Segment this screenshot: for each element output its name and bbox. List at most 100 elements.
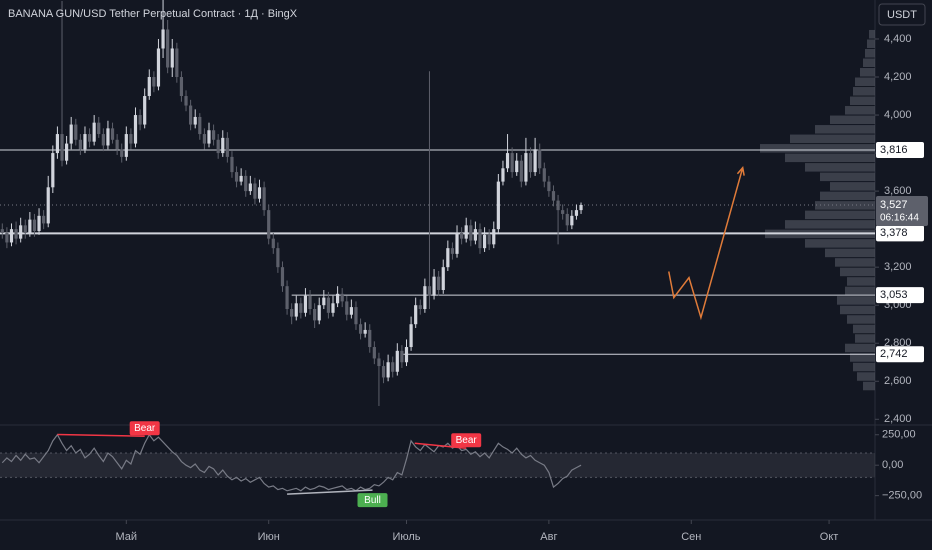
volume-profile-bar	[847, 277, 875, 286]
volume-profile-bar	[830, 115, 875, 125]
candle-body	[184, 96, 188, 106]
y2-tick-label: 250,00	[882, 429, 916, 441]
candle-body	[5, 232, 9, 243]
candle-body	[193, 116, 197, 125]
y-tick-label: 4,000	[884, 109, 912, 121]
candle-body	[404, 347, 409, 363]
divergence-label: Bear	[456, 435, 478, 446]
projection-line	[668, 167, 744, 321]
candle-body	[248, 183, 252, 192]
candle-body	[267, 210, 271, 239]
level-label-box	[876, 287, 924, 304]
candle-body	[455, 232, 459, 254]
volume-profile-bar	[785, 153, 875, 163]
candle-body	[189, 105, 193, 125]
main-pane	[0, 0, 875, 406]
volume-profile-bar	[805, 239, 875, 248]
candle-body	[253, 183, 257, 199]
volume-profile-bar	[845, 286, 875, 296]
level-label-box	[876, 142, 924, 159]
candle-body	[313, 309, 317, 321]
candle-body	[46, 187, 50, 224]
countdown: 06:16:44	[880, 213, 919, 224]
volume-profile-bar	[863, 58, 875, 68]
level-label-box	[876, 225, 924, 242]
candle-body	[524, 153, 528, 182]
candle-body	[87, 134, 92, 142]
candle-body	[124, 134, 128, 157]
y-tick-label: 3,200	[884, 261, 912, 273]
level-label: 3,053	[880, 289, 908, 301]
volume-profile-bar	[825, 248, 875, 258]
divergence-label-box	[129, 421, 160, 436]
candle-body	[570, 215, 574, 226]
candle-body	[74, 124, 78, 140]
candle-body	[234, 172, 239, 182]
currency-box[interactable]	[878, 3, 926, 26]
volume-profile-bar	[845, 106, 875, 115]
candle-body	[418, 305, 422, 310]
candle-body	[450, 248, 455, 254]
candle-body	[326, 297, 331, 313]
x-tick-label: Июн	[258, 531, 280, 543]
candle-body	[510, 153, 514, 173]
oscillator-pane	[0, 433, 875, 492]
oscillator-band	[0, 453, 875, 478]
candle-body	[120, 149, 124, 157]
candle-body	[441, 267, 445, 290]
candle-body	[547, 181, 551, 192]
candle-body	[129, 134, 133, 144]
volume-profile-bar	[855, 334, 875, 343]
candle-body	[225, 137, 229, 157]
candle-body	[317, 305, 321, 321]
candle-body	[363, 329, 367, 334]
candle-body	[147, 77, 151, 97]
candle-body	[487, 234, 491, 245]
divergence-line	[287, 489, 373, 495]
candle-body	[358, 324, 363, 334]
divergence-line	[414, 442, 467, 450]
volume-profile-bar	[790, 134, 875, 144]
candle-body	[211, 130, 216, 140]
candle-body	[207, 130, 211, 144]
x-tick-label: Авг	[540, 531, 557, 543]
candle-body	[340, 293, 344, 302]
x-tick-label: Июль	[392, 531, 420, 543]
candle-body	[432, 276, 436, 296]
x-tick-label: Сен	[681, 531, 701, 543]
candle-body	[574, 210, 579, 216]
candle-body	[469, 225, 473, 241]
candle-body	[303, 295, 308, 313]
candle-body	[42, 215, 46, 224]
candle-body	[175, 48, 179, 78]
candle-body	[482, 234, 487, 249]
currency[interactable]: USDT	[887, 9, 917, 21]
candle-body	[143, 96, 147, 125]
candle-body	[290, 309, 294, 317]
candle-body	[69, 124, 73, 144]
candle-body	[9, 229, 14, 243]
candle-body	[409, 324, 413, 348]
candle-body	[276, 248, 280, 268]
candle-body	[528, 153, 533, 173]
candle-body	[115, 139, 119, 150]
volume-profile-bar	[820, 172, 875, 182]
y2-tick-label: 0,00	[882, 459, 903, 471]
candle-body	[101, 134, 105, 146]
volume-profile-bar	[850, 96, 875, 106]
projection-arrowhead	[736, 166, 745, 176]
candle-body	[106, 128, 110, 146]
candle-body	[28, 219, 32, 233]
volume-profile-bar	[867, 39, 875, 48]
candle-body	[244, 175, 248, 192]
volume-profile-bar	[853, 87, 875, 96]
volume-profile-bar	[853, 324, 875, 334]
candle-body	[427, 286, 432, 296]
candle-body	[377, 358, 381, 367]
candle-body	[505, 153, 510, 169]
level-label: 3,378	[880, 227, 908, 239]
candle-body	[533, 149, 537, 173]
candle-body	[368, 329, 372, 348]
